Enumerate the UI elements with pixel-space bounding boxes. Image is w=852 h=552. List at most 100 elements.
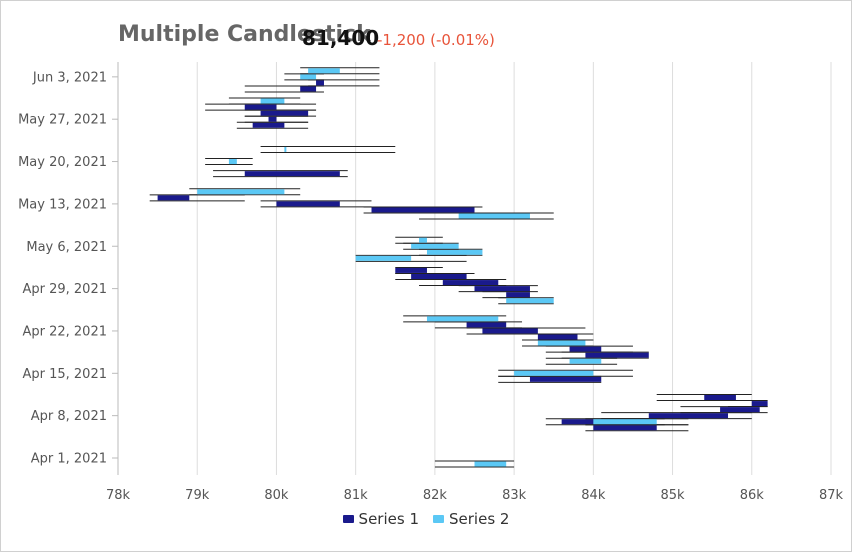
candle-1[interactable] xyxy=(656,394,752,401)
candle-2[interactable] xyxy=(498,369,633,377)
candle-1[interactable] xyxy=(395,273,475,280)
candle-body xyxy=(537,340,586,346)
candle-body xyxy=(458,213,530,219)
candle-1[interactable] xyxy=(308,79,380,87)
candle-body xyxy=(426,316,499,322)
candle-2[interactable] xyxy=(260,145,396,153)
chart-title: Multiple Candlestick xyxy=(118,22,371,47)
candle-body xyxy=(537,334,578,340)
candle-1[interactable] xyxy=(466,327,586,335)
candle-body xyxy=(648,413,729,419)
candle-body xyxy=(355,255,412,261)
candle-body xyxy=(593,425,657,431)
x-tick-label: 83k xyxy=(502,488,527,503)
y-tick-label: May 13, 2021 xyxy=(18,197,107,212)
candle-body xyxy=(157,195,190,201)
candle-2[interactable] xyxy=(189,188,301,196)
candle-body xyxy=(419,237,427,243)
candle-1[interactable] xyxy=(545,345,633,353)
candle-2[interactable] xyxy=(522,339,594,347)
candle-1[interactable] xyxy=(434,321,523,329)
current-price: 81,400 xyxy=(302,26,380,50)
candle-1[interactable] xyxy=(205,103,317,111)
candle-body xyxy=(197,189,285,195)
candle-1[interactable] xyxy=(680,406,768,414)
candle-body xyxy=(395,267,427,273)
candle-2[interactable] xyxy=(403,242,459,250)
grid-lines xyxy=(196,62,832,475)
candle-1[interactable] xyxy=(482,291,530,299)
candle-1[interactable] xyxy=(395,266,443,274)
candle-body xyxy=(514,370,594,376)
candle-1[interactable] xyxy=(244,109,317,117)
candle-body xyxy=(300,74,317,80)
candle-1[interactable] xyxy=(244,85,324,93)
candle-2[interactable] xyxy=(419,212,554,220)
legend-label-series-1: Series 1 xyxy=(358,510,419,528)
candle-2[interactable] xyxy=(395,236,443,244)
candle-2[interactable] xyxy=(284,73,324,81)
candles[interactable] xyxy=(149,67,768,468)
candle-2[interactable] xyxy=(228,97,301,105)
candle-body xyxy=(704,395,736,400)
candle-body xyxy=(506,292,530,298)
candle-body xyxy=(371,207,475,213)
candle-1[interactable] xyxy=(601,412,752,420)
x-tick-label: 82k xyxy=(423,488,448,503)
x-tick-label: 86k xyxy=(740,488,765,503)
candle-1[interactable] xyxy=(260,200,372,208)
candle-body xyxy=(316,80,324,86)
x-tick-label: 84k xyxy=(581,488,606,503)
candle-2[interactable] xyxy=(300,67,380,75)
candle-2[interactable] xyxy=(545,357,618,365)
candle-1[interactable] xyxy=(363,206,483,214)
candle-1[interactable] xyxy=(522,333,594,341)
y-tick-label: May 20, 2021 xyxy=(18,155,107,170)
y-tick-label: Apr 15, 2021 xyxy=(22,367,107,382)
candle-1[interactable] xyxy=(419,279,507,287)
price-change: -1,200 (-0.01%) xyxy=(377,31,495,49)
candle-2[interactable] xyxy=(419,248,483,256)
x-tick-label: 87k xyxy=(819,488,844,503)
candle-1[interactable] xyxy=(728,400,768,408)
series-2-swatch-icon xyxy=(433,515,444,523)
candle-body xyxy=(411,243,459,249)
candle-body xyxy=(244,104,277,110)
candle-1[interactable] xyxy=(458,285,538,293)
candle-2[interactable] xyxy=(498,297,554,305)
y-axis-ticks: Apr 1, 2021 Apr 8, 2021 Apr 15, 2021 Apr 22… xyxy=(18,70,118,467)
y-tick-label: Jun 3, 2021 xyxy=(32,70,107,85)
candle-2[interactable] xyxy=(355,254,467,262)
candle-body xyxy=(506,298,554,304)
candle-1[interactable] xyxy=(213,170,348,178)
candle-body xyxy=(569,358,602,364)
candle-body xyxy=(466,322,507,328)
candle-body xyxy=(482,328,538,334)
candle-body xyxy=(260,98,285,104)
y-tick-label: Apr 8, 2021 xyxy=(31,409,107,424)
legend-label-series-2: Series 2 xyxy=(449,510,510,528)
candle-body xyxy=(474,461,507,467)
x-tick-label: 80k xyxy=(264,488,289,503)
legend-item-series-1[interactable]: Series 1 xyxy=(342,510,419,528)
candle-2[interactable] xyxy=(585,418,689,426)
candle-body xyxy=(300,86,317,92)
candle-2[interactable] xyxy=(434,460,515,468)
y-tick-label: May 27, 2021 xyxy=(18,113,107,128)
candle-body xyxy=(593,419,657,425)
candle-body xyxy=(308,68,340,74)
y-tick-label: May 6, 2021 xyxy=(26,240,107,255)
y-tick-label: Apr 22, 2021 xyxy=(22,324,107,339)
candle-2[interactable] xyxy=(403,315,507,323)
legend[interactable]: Series 1 Series 2 xyxy=(0,510,852,528)
legend-item-series-2[interactable]: Series 2 xyxy=(433,510,509,528)
x-axis-ticks: 78k 79k 80k 81k 82k 83k 84k 85k 86k 87k xyxy=(106,488,844,503)
series-1-swatch-icon xyxy=(342,515,354,523)
candle-2[interactable] xyxy=(205,158,253,166)
x-tick-label: 79k xyxy=(185,488,210,503)
candle-body xyxy=(411,274,467,279)
candle-1[interactable] xyxy=(561,351,649,359)
candle-1[interactable] xyxy=(236,121,309,129)
candle-body xyxy=(529,376,602,382)
